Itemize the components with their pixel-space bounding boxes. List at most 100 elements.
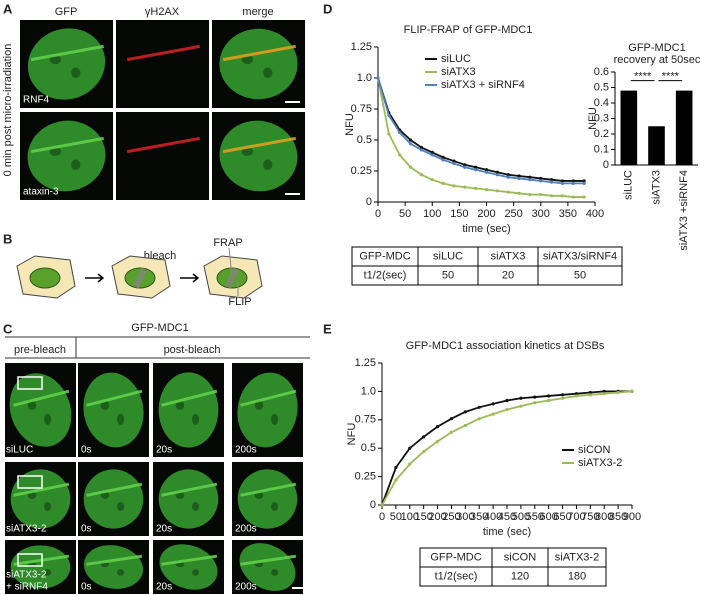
time-label: 0s (81, 582, 92, 593)
point (491, 412, 495, 416)
point (560, 179, 565, 183)
chart-title: GFP-MDC1 association kinetics at DSBs (406, 340, 605, 352)
x-tick-label: 250 (504, 208, 522, 220)
nucleolus (117, 413, 125, 426)
column-label: GFP (55, 6, 78, 18)
nucleolus (263, 67, 273, 79)
annotation: **** (662, 71, 680, 83)
x-axis-label: time (sec) (462, 223, 510, 235)
damage-stripe (13, 482, 70, 497)
bleach-box (17, 475, 43, 489)
table-cell: 50 (442, 269, 454, 281)
nucleolus (271, 569, 279, 576)
point (419, 173, 423, 177)
point (449, 430, 454, 434)
table-cell: siCON (504, 551, 536, 563)
pointer (228, 247, 233, 277)
panel-label: D (323, 1, 332, 16)
nucleus (158, 469, 219, 529)
legend-label: siATX3-2 (578, 457, 622, 469)
nucleus (9, 373, 72, 447)
nucleus (83, 372, 144, 448)
table-cell: siATX3 (491, 250, 526, 262)
point (452, 159, 456, 163)
series-line (377, 77, 585, 185)
nucleolus (71, 159, 81, 171)
x-tick-label: 750 (581, 511, 599, 523)
x-tick-label: 50 (390, 511, 402, 523)
nucleolus (192, 569, 200, 576)
x-tick-label: 0 (379, 511, 385, 523)
x-tick-label: siLUC (623, 170, 635, 200)
nucleolus (117, 501, 125, 511)
nucleus (219, 28, 298, 100)
x-tick-label: 200 (477, 208, 495, 220)
point (408, 446, 412, 450)
nucleolus (49, 55, 61, 64)
time-label: 20s (156, 582, 172, 593)
point (408, 142, 413, 146)
point (419, 148, 423, 152)
chart-title: FLIP-FRAP of GFP-MDC1 (404, 24, 533, 36)
point (474, 186, 478, 190)
point (505, 398, 509, 403)
panel-title: GFP-MDC1 (131, 322, 188, 334)
point (528, 178, 532, 182)
point (495, 170, 499, 174)
y-tick-label: 0 (366, 196, 372, 208)
damage-stripe (161, 554, 218, 566)
point (441, 155, 445, 159)
point (430, 153, 434, 157)
series-line (377, 77, 585, 198)
point (560, 194, 565, 198)
y-tick-label: 0.5 (357, 134, 372, 146)
y-tick-label: 0.6 (594, 66, 609, 78)
point (430, 150, 434, 154)
point (582, 181, 586, 185)
point (539, 179, 543, 183)
bar (675, 90, 693, 165)
column-label: γH2AX (145, 6, 180, 18)
nucleolus (241, 55, 253, 64)
nucleolus (71, 67, 81, 79)
point (588, 393, 592, 397)
point (408, 462, 412, 466)
point (560, 393, 565, 397)
point (602, 389, 606, 393)
nucleus (10, 545, 71, 589)
point (495, 189, 499, 193)
row-label: siATX3-2 (6, 570, 47, 581)
point (602, 392, 606, 396)
point (452, 184, 456, 188)
nucleus (237, 469, 298, 529)
point (519, 404, 523, 408)
point (550, 178, 554, 182)
table-cell: siLUC (433, 250, 463, 262)
nucleolus (44, 501, 52, 511)
nucleus (239, 543, 296, 591)
x-axis-label: time (sec) (483, 526, 531, 538)
damage-stripe (161, 389, 218, 407)
y-axis-label: NFU (344, 113, 356, 136)
table-cell: 180 (568, 570, 586, 582)
time-label: 200s (235, 445, 257, 456)
x-tick-label: 850 (609, 511, 627, 523)
bleach-spot (133, 267, 147, 289)
x-tick-label: 150 (450, 208, 468, 220)
table-cell: 50 (574, 269, 586, 281)
row-label: + siRNF4 (6, 582, 48, 593)
nucleolus (44, 413, 52, 426)
point (491, 402, 495, 406)
y-tick-label: 0.3 (594, 112, 609, 124)
time-label: 0s (81, 524, 92, 535)
time-label: 200s (235, 582, 257, 593)
point (528, 192, 532, 197)
point (588, 390, 592, 395)
point (533, 395, 537, 399)
x-tick-label: 800 (595, 511, 613, 523)
y-tick-label: 1.0 (357, 72, 372, 84)
point (422, 450, 426, 454)
nucleolus (175, 400, 185, 410)
row-label: siLUC (6, 445, 33, 456)
